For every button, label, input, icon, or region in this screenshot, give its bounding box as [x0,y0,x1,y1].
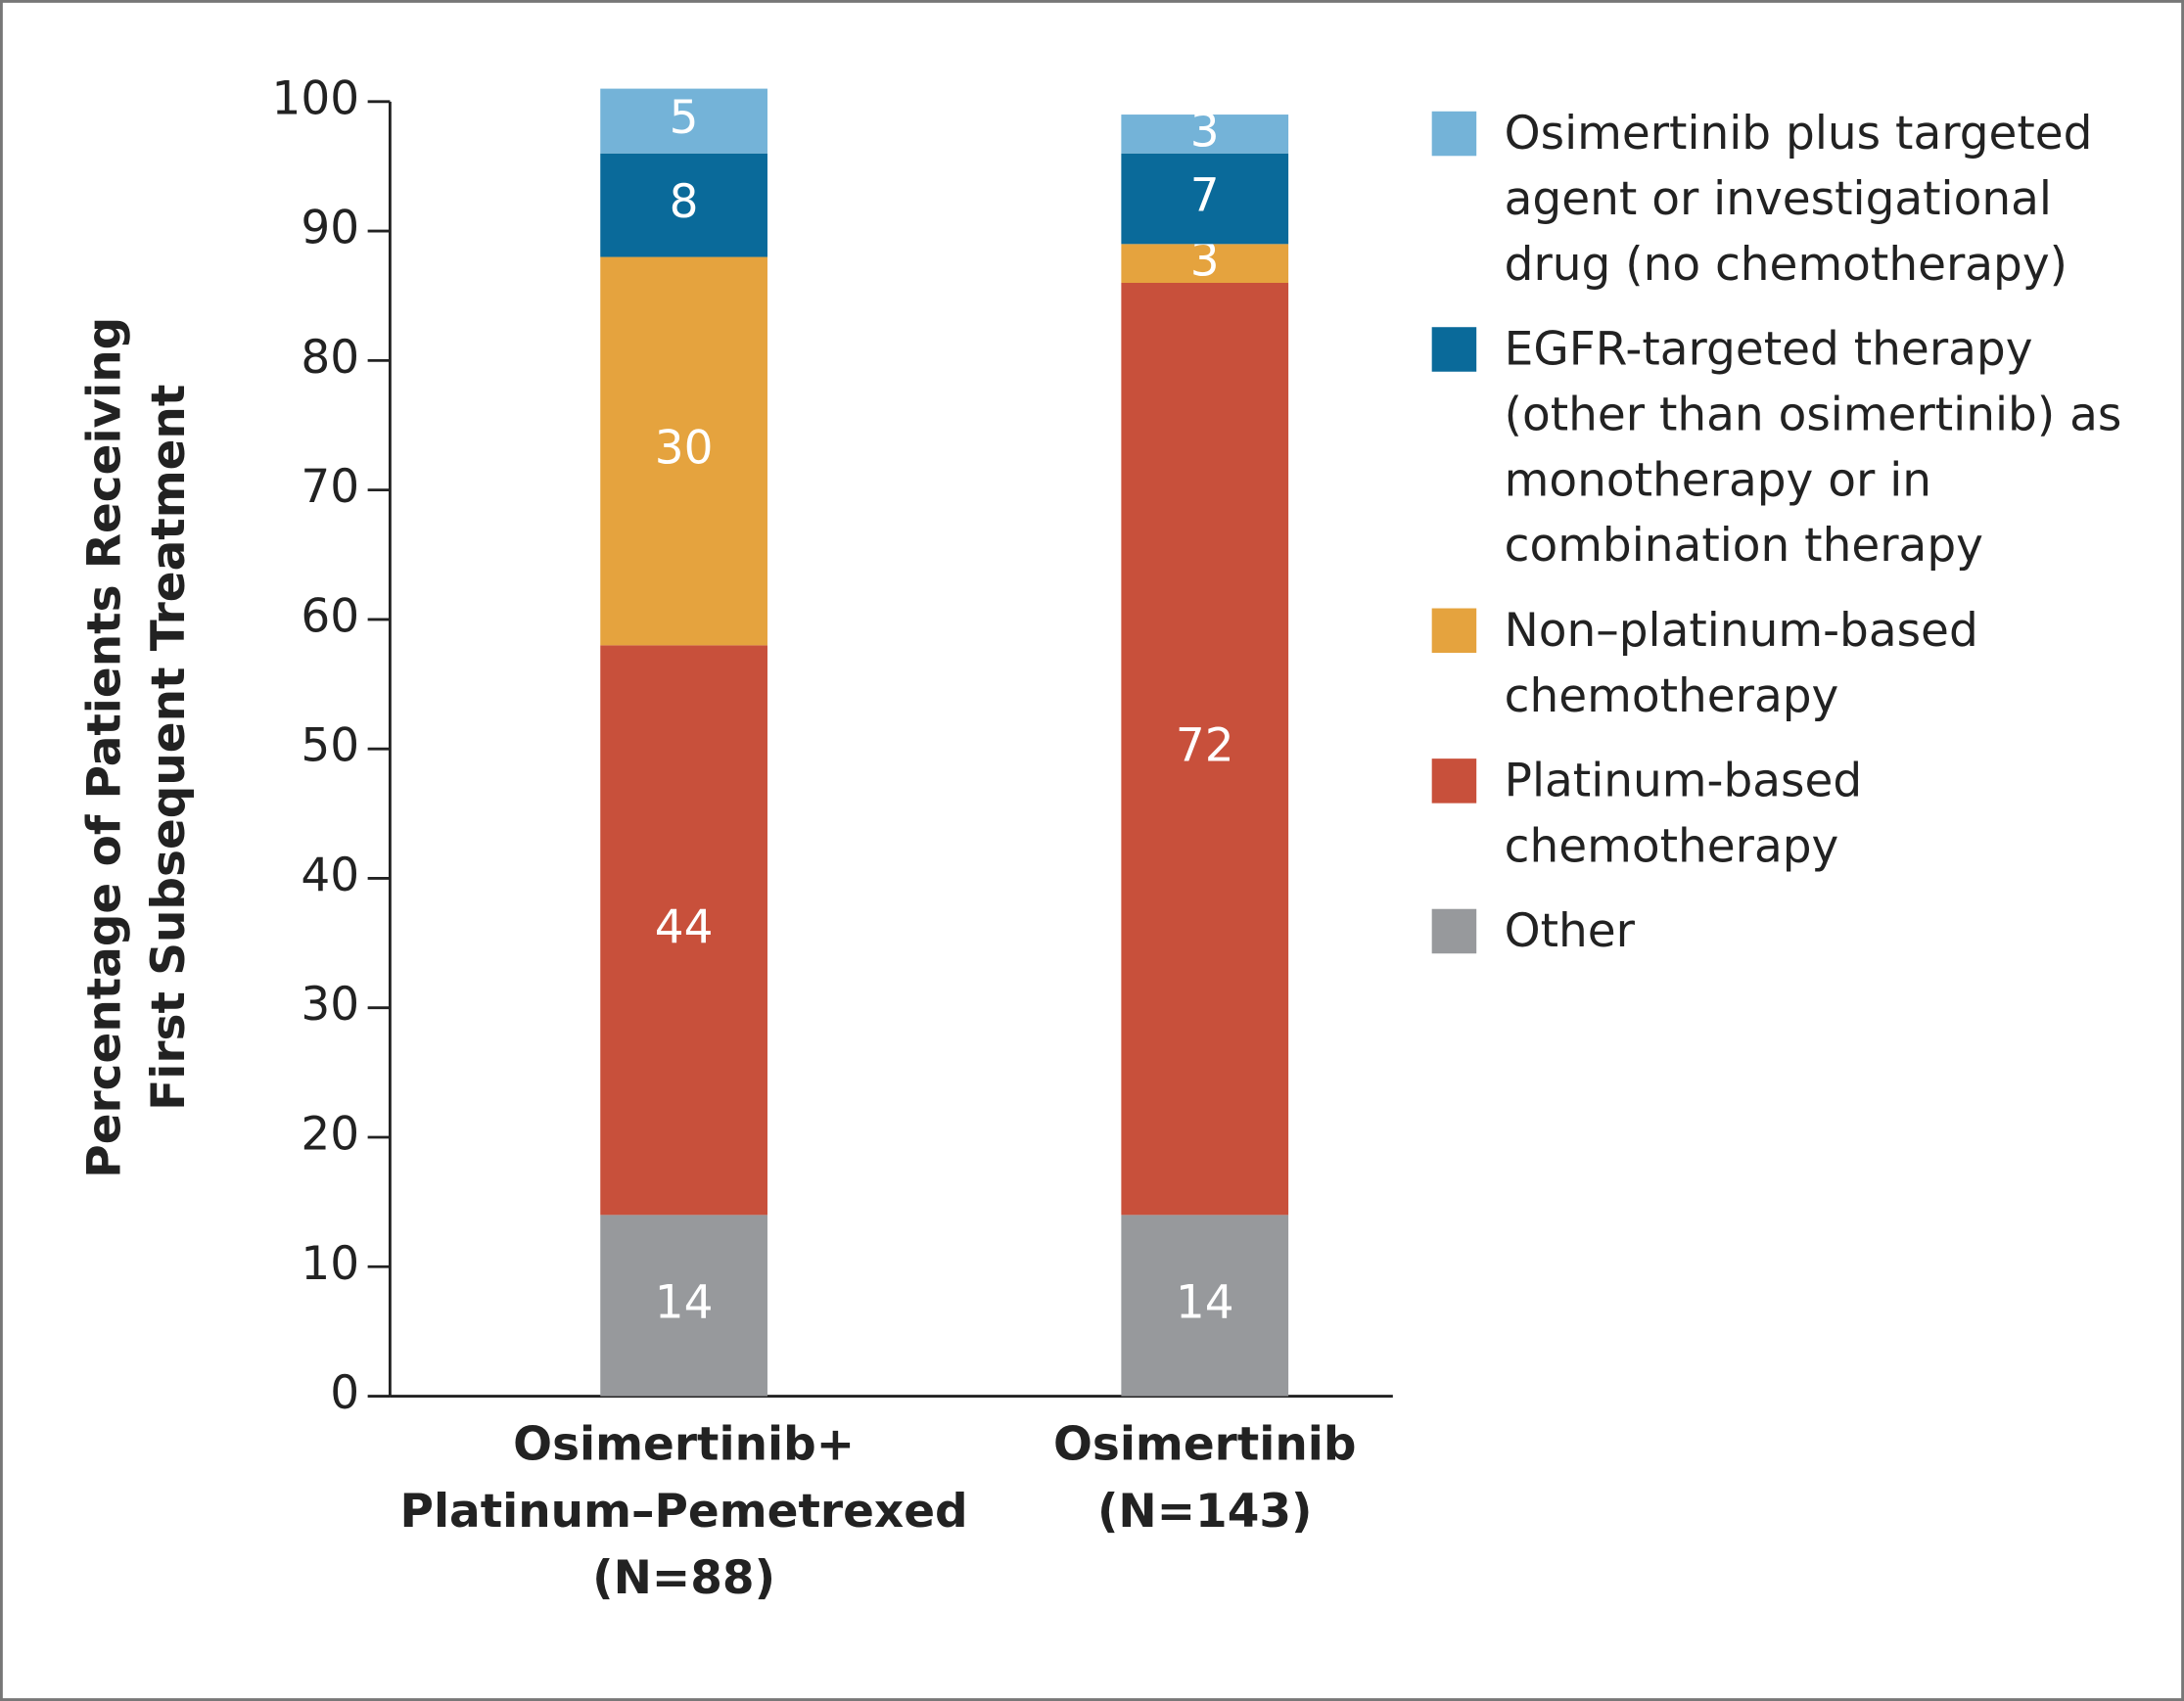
bar-segment [600,645,767,1216]
y-tick-label: 70 [301,460,359,514]
bar-segment [600,256,767,646]
value-label: 5 [670,91,699,145]
legend-item: Non–platinum-based chemotherapy [1431,597,2128,728]
legend-item: Other [1431,897,2128,963]
value-label: 14 [1176,1275,1234,1329]
legend-swatch [1431,908,1477,954]
legend-label: Osimertinib plus targeted agent or inves… [1504,106,2093,292]
value-label: 3 [1190,104,1220,158]
legend-item: Platinum-based chemotherapy [1431,748,2128,879]
bar-segment [1121,115,1289,154]
legend-label: Non–platinum-based chemotherapy [1504,602,1978,723]
x-tick-label: Osimertinib [1053,1418,1357,1472]
y-axis-title-line: Percentage of Patients Receiving [77,317,131,1178]
legend-item: EGFR-targeted therapy (other than osimer… [1431,316,2128,577]
x-tick-label: (N=88) [592,1551,775,1605]
legend-swatch [1431,759,1477,804]
y-axis-title: Percentage of Patients Receiving First Su… [77,317,195,1178]
bar-segment [600,88,767,154]
value-label: 30 [655,421,714,475]
y-tick-label: 20 [301,1107,359,1161]
legend-item: Osimertinib plus targeted agent or inves… [1431,100,2128,297]
y-tick-label: 50 [301,719,359,773]
y-tick-label: 30 [301,978,359,1032]
bar-segment [1121,1215,1289,1397]
y-tick-label: 0 [330,1366,359,1420]
bar-segment [1121,283,1289,1216]
x-tick-label: Osimertinib+ [513,1418,855,1472]
legend-swatch [1431,111,1477,157]
legend-label: Other [1504,903,1635,958]
legend-label: Platinum-based chemotherapy [1504,753,1863,873]
legend-swatch [1431,608,1477,654]
y-tick-label: 100 [271,71,359,125]
value-label: 14 [655,1275,714,1329]
y-tick-label: 60 [301,589,359,643]
value-label: 7 [1190,169,1220,223]
bar-segment [600,1215,767,1397]
value-label: 44 [655,900,714,954]
bar-segment [600,153,767,257]
y-tick-label: 40 [301,849,359,902]
y-tick-label: 80 [301,331,359,385]
x-tick-label: (N=143) [1097,1485,1313,1539]
y-tick-label: 10 [301,1237,359,1291]
y-tick-label: 90 [301,202,359,255]
bar-segment [1121,244,1289,284]
legend-label: EGFR-targeted therapy (other than osimer… [1504,321,2122,573]
value-label: 8 [670,175,699,229]
y-axis-title-line: First Subsequent Treatment [142,385,196,1111]
legend-swatch [1431,327,1477,372]
x-tick-label: Platinum–Pemetrexed [400,1485,968,1539]
legend: Osimertinib plus targeted agent or inves… [1431,100,2128,983]
bar-segment [1121,153,1289,245]
value-label: 72 [1176,719,1234,773]
